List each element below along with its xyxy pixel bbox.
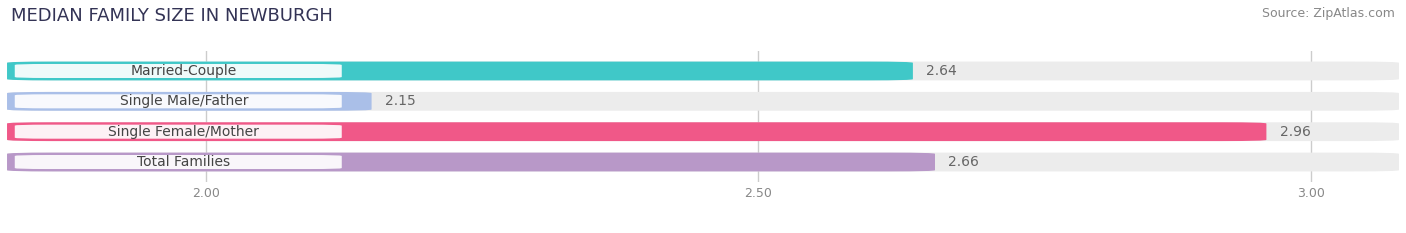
Text: Single Female/Mother: Single Female/Mother <box>108 125 259 139</box>
Text: Source: ZipAtlas.com: Source: ZipAtlas.com <box>1261 7 1395 20</box>
Text: MEDIAN FAMILY SIZE IN NEWBURGH: MEDIAN FAMILY SIZE IN NEWBURGH <box>11 7 333 25</box>
Text: Total Families: Total Families <box>138 155 231 169</box>
Text: 2.66: 2.66 <box>948 155 979 169</box>
FancyBboxPatch shape <box>14 94 342 108</box>
FancyBboxPatch shape <box>7 92 1399 111</box>
FancyBboxPatch shape <box>14 125 342 139</box>
FancyBboxPatch shape <box>7 92 371 111</box>
FancyBboxPatch shape <box>7 122 1267 141</box>
FancyBboxPatch shape <box>7 122 1399 141</box>
FancyBboxPatch shape <box>7 62 912 80</box>
FancyBboxPatch shape <box>7 153 935 171</box>
FancyBboxPatch shape <box>14 64 342 78</box>
Text: 2.64: 2.64 <box>927 64 957 78</box>
Text: 2.96: 2.96 <box>1279 125 1310 139</box>
Text: Married-Couple: Married-Couple <box>131 64 236 78</box>
Text: Single Male/Father: Single Male/Father <box>120 94 247 108</box>
FancyBboxPatch shape <box>7 62 1399 80</box>
FancyBboxPatch shape <box>7 153 1399 171</box>
Text: 2.15: 2.15 <box>385 94 416 108</box>
FancyBboxPatch shape <box>14 155 342 169</box>
